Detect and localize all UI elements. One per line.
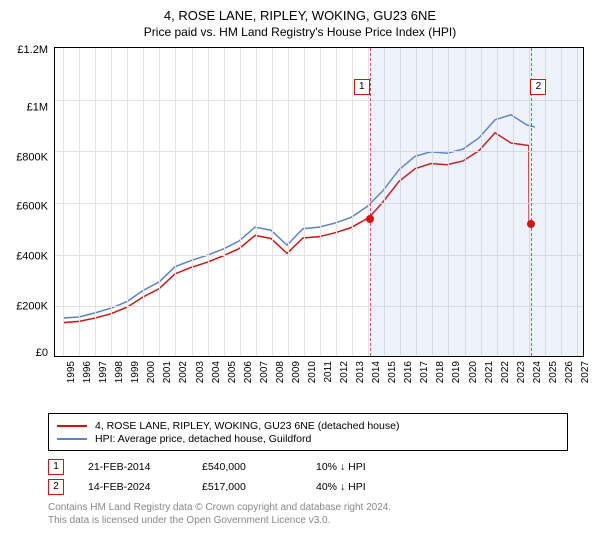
grid-line-v (127, 48, 128, 356)
x-tick-label: 2027 (580, 361, 591, 383)
chart-legend: 4, ROSE LANE, RIPLEY, WOKING, GU23 6NE (… (48, 413, 568, 451)
x-tick-label: 2000 (146, 361, 157, 383)
x-tick-label: 2015 (387, 361, 398, 383)
grid-line-v (256, 48, 257, 356)
grid-line-v (320, 48, 321, 356)
event-label-box: 2 (530, 79, 546, 95)
grid-line-v (175, 48, 176, 356)
x-tick-label: 2004 (211, 361, 222, 383)
grid-line-v (224, 48, 225, 356)
grid-line-v (95, 48, 96, 356)
legend-swatch (57, 438, 87, 440)
legend-item-price-paid: 4, ROSE LANE, RIPLEY, WOKING, GU23 6NE (… (57, 420, 559, 432)
y-tick-label: £800K (16, 152, 48, 163)
grid-line-v (208, 48, 209, 356)
y-tick-label: £1.2M (17, 45, 48, 56)
shaded-region (370, 48, 583, 356)
price-chart: £1.2M£1M£800K£600K£400K£200K£0 12 199519… (10, 47, 590, 387)
y-tick-label: £400K (16, 252, 48, 263)
legend-label: 4, ROSE LANE, RIPLEY, WOKING, GU23 6NE (… (95, 420, 399, 432)
x-tick-label: 2022 (500, 361, 511, 383)
grid-line-v (192, 48, 193, 356)
legend-item-hpi: HPI: Average price, detached house, Guil… (57, 433, 559, 445)
x-tick-label: 2021 (484, 361, 495, 383)
grid-line-v (304, 48, 305, 356)
page-title: 4, ROSE LANE, RIPLEY, WOKING, GU23 6NE (10, 8, 590, 23)
x-tick-label: 2026 (564, 361, 575, 383)
x-tick-label: 2018 (435, 361, 446, 383)
x-tick-label: 2011 (323, 361, 334, 383)
x-tick-label: 2010 (307, 361, 318, 383)
grid-line-v (336, 48, 337, 356)
x-tick-label: 2014 (371, 361, 382, 383)
x-axis: 1995 1996 1997 1998 1999 2000 2001 2002 2003 2004… (54, 359, 584, 387)
x-tick-label: 2013 (355, 361, 366, 383)
grid-line-v (79, 48, 80, 356)
grid-line-v (159, 48, 160, 356)
grid-line-v (240, 48, 241, 356)
x-tick-label: 2025 (548, 361, 559, 383)
x-tick-label: 2012 (339, 361, 350, 383)
x-tick-label: 2003 (195, 361, 206, 383)
event-label-box: 1 (354, 79, 370, 95)
x-tick-label: 1998 (114, 361, 125, 383)
x-tick-label: 2006 (243, 361, 254, 383)
grid-line-v (63, 48, 64, 356)
footer-line: This data is licensed under the Open Gov… (48, 514, 590, 527)
event-date: 14-FEB-2024 (88, 481, 178, 493)
event-pct: 40% ↓ HPI (316, 481, 366, 493)
event-dot (527, 220, 535, 228)
page-subtitle: Price paid vs. HM Land Registry's House … (10, 25, 590, 39)
y-tick-label: £600K (16, 202, 48, 213)
y-axis: £1.2M £1M £800K £600K £400K £200K £0 (10, 47, 52, 357)
legend-label: HPI: Average price, detached house, Guil… (95, 433, 311, 445)
y-tick-label: £1M (27, 102, 48, 113)
x-tick-label: 2016 (403, 361, 414, 383)
region-border (370, 48, 371, 356)
grid-line-v (111, 48, 112, 356)
grid-line-v (143, 48, 144, 356)
legend-swatch (57, 425, 87, 427)
plot-area: 12 (54, 47, 584, 357)
event-table: 1 21-FEB-2014 £540,000 10% ↓ HPI 2 14-FE… (48, 459, 590, 495)
x-tick-label: 2009 (291, 361, 302, 383)
x-tick-label: 1996 (82, 361, 93, 383)
x-tick-label: 2023 (516, 361, 527, 383)
x-tick-label: 2001 (162, 361, 173, 383)
x-tick-label: 2002 (178, 361, 189, 383)
event-row: 1 21-FEB-2014 £540,000 10% ↓ HPI (48, 459, 590, 475)
event-marker-box: 1 (48, 459, 64, 475)
event-dot (366, 215, 374, 223)
x-tick-label: 2017 (419, 361, 430, 383)
grid-line-v (272, 48, 273, 356)
event-row: 2 14-FEB-2024 £517,000 40% ↓ HPI (48, 479, 590, 495)
x-tick-label: 2005 (227, 361, 238, 383)
x-tick-label: 1995 (66, 361, 77, 383)
event-pct: 10% ↓ HPI (316, 461, 366, 473)
footer-attribution: Contains HM Land Registry data © Crown c… (48, 501, 590, 527)
x-tick-label: 2019 (451, 361, 462, 383)
x-tick-label: 2020 (468, 361, 479, 383)
event-price: £517,000 (202, 481, 292, 493)
y-tick-label: £200K (16, 302, 48, 313)
y-tick-label: £0 (36, 348, 48, 359)
x-tick-label: 1999 (130, 361, 141, 383)
event-date: 21-FEB-2014 (88, 461, 178, 473)
footer-line: Contains HM Land Registry data © Crown c… (48, 501, 590, 514)
event-price: £540,000 (202, 461, 292, 473)
x-tick-label: 2024 (532, 361, 543, 383)
x-tick-label: 2008 (275, 361, 286, 383)
event-marker-box: 2 (48, 479, 64, 495)
grid-line-v (288, 48, 289, 356)
x-tick-label: 1997 (98, 361, 109, 383)
x-tick-label: 2007 (259, 361, 270, 383)
